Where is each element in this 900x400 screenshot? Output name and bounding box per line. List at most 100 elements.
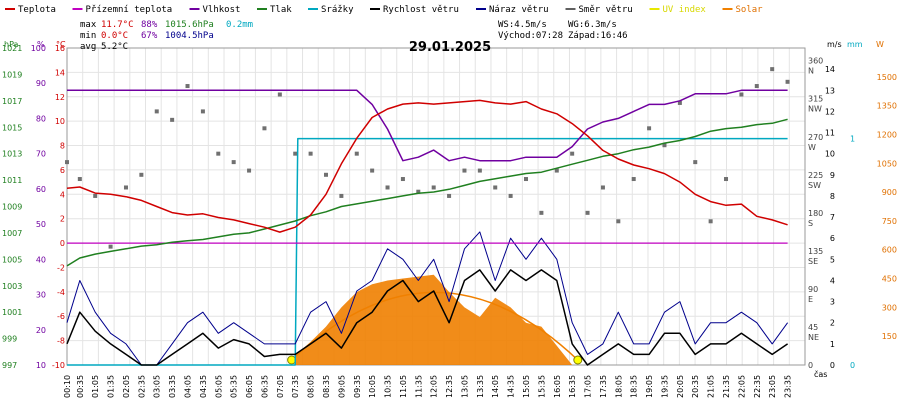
stat-avg-temp: 5.2°C [101, 42, 128, 52]
axis-mm-tick: 0 [850, 361, 855, 370]
series-rain [67, 137, 788, 366]
axis-dir-tick: 315 [808, 95, 823, 104]
stat-wind-gust: WG:6.3m/s [568, 20, 617, 30]
axis-w-unit: W [876, 40, 884, 49]
stat-min-label: min [80, 31, 96, 41]
stat-min-temp: 0.0°C [101, 31, 128, 41]
axis-temp-tick: -6 [57, 312, 65, 321]
axis-temp-tick: 10 [55, 117, 65, 126]
axis-pct-tick: 20 [36, 326, 46, 335]
point-wind-direction [108, 244, 113, 249]
axis-time-tick: 14:35 [507, 375, 516, 398]
axis-dir-compass: E [808, 295, 813, 304]
axis-dir-compass: SW [808, 181, 821, 190]
axis-time-tick: 03:05 [153, 375, 162, 398]
point-wind-direction [308, 151, 313, 156]
axis-temp-tick: -10 [52, 361, 65, 370]
axis-dir-compass: S [808, 219, 813, 228]
legend-label: Solar [736, 5, 764, 15]
axis-temp-tick: 16 [55, 44, 65, 53]
legend-label: Rychlost větru [383, 5, 459, 15]
axis-pct-tick: 50 [36, 220, 46, 229]
axis-w-tick: 450 [882, 275, 897, 284]
axis-time-tick: 01:05 [91, 375, 100, 398]
stat-sunset: Západ:16:46 [568, 31, 628, 41]
point-wind-direction [631, 177, 636, 182]
axis-time-tick: 07:05 [276, 375, 285, 398]
axis-ms-tick: 12 [825, 107, 835, 116]
axis-time-tick: 12:35 [445, 375, 454, 398]
axis-w-tick: 1050 [877, 159, 897, 168]
axis-dir-tick: 225 [808, 171, 823, 180]
axis-temp-tick: 2 [60, 215, 65, 224]
axis-hpa-tick: 1019 [2, 70, 22, 79]
axis-hpa-tick: 999 [2, 335, 17, 344]
axis-hpa-tick: 1001 [2, 308, 22, 317]
point-wind-direction [647, 126, 652, 131]
point-wind-direction [508, 193, 513, 198]
axis-temp-tick: 14 [55, 68, 65, 77]
axis-temp-tick: 0 [60, 239, 65, 248]
point-wind-direction [785, 79, 790, 84]
axis-hpa-tick: 1011 [2, 176, 22, 185]
axis-ms-tick: 13 [825, 86, 835, 95]
axis-ms-tick: 14 [825, 65, 835, 74]
axis-mm-tick: 1 [850, 135, 855, 144]
axis-time-tick: 08:05 [307, 375, 316, 398]
axis-time-tick: 18:05 [614, 375, 623, 398]
axis-time-tick: 13:35 [476, 375, 485, 398]
legend-label: Tlak [270, 5, 292, 15]
axis-w-tick: 600 [882, 246, 897, 255]
axis-time-tick: 02:05 [122, 375, 131, 398]
point-wind-direction [400, 177, 405, 182]
point-wind-direction [600, 185, 605, 190]
axis-temp-tick: 12 [55, 93, 65, 102]
axis-time-tick: 04:35 [199, 375, 208, 398]
axis-dir-tick: 135 [808, 247, 823, 256]
stat-max-press: 1015.6hPa [165, 20, 214, 30]
legend-label: Náraz větru [489, 5, 549, 15]
axis-temp-tick: -8 [57, 337, 65, 346]
series-wind-gust [66, 231, 789, 366]
axis-time-tick: 06:35 [260, 375, 269, 398]
point-wind-direction [693, 160, 698, 165]
axis-temp-tick: -4 [57, 288, 65, 297]
axis-pct-tick: 80 [36, 114, 46, 123]
axis-hpa-tick: 1017 [2, 97, 22, 106]
axis-hpa-tick: 997 [2, 361, 17, 370]
axis-time-tick: 20:35 [691, 375, 700, 398]
axis-time-tick: 17:05 [584, 375, 593, 398]
axis-hpa-tick: 1003 [2, 282, 22, 291]
axis-pct-tick: 40 [36, 255, 46, 264]
axis-time-tick: 11:35 [414, 375, 423, 398]
axis-hpa-tick: 1015 [2, 123, 22, 132]
axis-mm-unit: mm [847, 40, 863, 49]
point-wind-direction [431, 185, 436, 190]
axis-w-tick: 1500 [877, 73, 897, 82]
point-wind-direction [447, 193, 452, 198]
point-wind-direction [539, 210, 544, 215]
axis-time-tick: 21:35 [722, 375, 731, 398]
axis-time-tick: 00:35 [76, 375, 85, 398]
axis-dir-tick: 0 [808, 361, 813, 370]
axis-hpa-tick: 1021 [2, 44, 22, 53]
legend-label: Teplota [18, 5, 56, 15]
axis-ms-tick: 0 [830, 361, 835, 370]
axis-pct-tick: 70 [36, 150, 46, 159]
marker-sunrise [287, 355, 297, 365]
point-wind-direction [216, 151, 221, 156]
stat-min-hum: 67% [141, 31, 158, 41]
axis-time-tick: 16:05 [553, 375, 562, 398]
marker-sunset [573, 355, 583, 365]
axis-time-tick: 09:05 [337, 375, 346, 398]
axis-w-tick: 1200 [877, 130, 897, 139]
stat-avg-label: avg [80, 42, 96, 52]
point-wind-direction [370, 168, 375, 173]
axis-pct-tick: 30 [36, 291, 46, 300]
axis-ms-tick: 2 [830, 319, 835, 328]
stat-max-hum: 88% [141, 20, 158, 30]
point-wind-direction [354, 151, 359, 156]
stat-min-press: 1004.5hPa [165, 31, 214, 41]
